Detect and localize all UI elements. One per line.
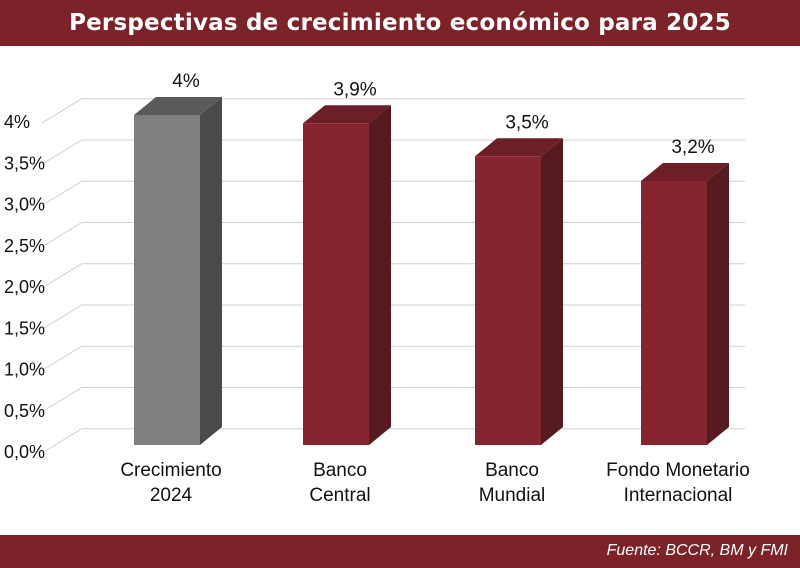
gridline-wall [41,98,82,124]
y-tick-label: 0,0% [4,442,45,462]
y-tick-label: 3,0% [4,195,45,215]
footer-bar: Fuente: BCCR, BM y FMI [0,535,800,568]
gridline-wall [41,222,82,248]
bar-chart: 0,0% 0,5% 1,0% 1,5% 2,0% 2,5% 3,0% 3,5% 4% 4% Crec… [4,71,750,506]
y-tick-label: 1,0% [4,360,45,380]
x-tick-label: Fondo Monetario [606,460,750,481]
data-label: 3,5% [505,112,548,133]
y-tick-label: 3,5% [4,153,45,173]
bar-top [475,138,563,157]
x-tick-label: 2024 [150,485,193,506]
y-tick-label: 1,5% [4,318,45,338]
gridline-wall [41,263,82,289]
gridline-wall [41,345,82,371]
x-tick-label: Crecimiento [120,460,221,481]
data-label: 3,2% [671,137,714,158]
y-tick-label: 4% [4,112,30,132]
bar [475,156,541,445]
x-tick-label: Internacional [624,485,733,506]
data-label: 3,9% [333,79,376,100]
bar-side [200,97,222,445]
chart-title: Perspectivas de crecimiento económico pa… [69,10,731,36]
x-tick-label: Banco [313,460,367,481]
bar [134,115,200,445]
data-label: 4% [172,71,200,92]
source-note: Fuente: BCCR, BM y FMI [606,542,788,559]
bar-side [707,163,729,445]
y-tick-label: 2,0% [4,277,45,297]
bar [303,123,369,445]
bar-side [541,138,563,445]
bar-top [303,105,391,124]
bar-top [134,97,222,115]
title-bar: Perspectivas de crecimiento económico pa… [0,0,800,46]
bar [641,181,707,445]
y-tick-label: 0,5% [4,401,45,421]
bar-side [369,105,391,445]
gridline-wall [41,428,82,454]
gridline-wall [41,139,82,165]
bar-top [641,163,729,181]
gridline-wall [41,180,82,206]
gridline-wall [41,387,82,413]
x-tick-label: Mundial [479,485,546,506]
x-tick-label: Banco [485,460,539,481]
x-tick-label: Central [309,485,370,506]
y-tick-label: 2,5% [4,236,45,256]
gridline-wall [41,304,82,330]
